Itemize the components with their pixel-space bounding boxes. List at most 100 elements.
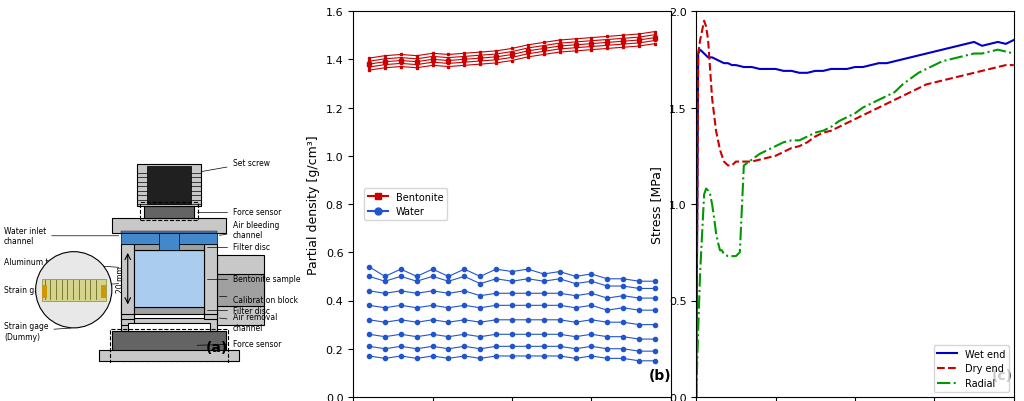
Wet end bbox=[690, 395, 702, 399]
Dry end bbox=[745, 160, 758, 164]
Dry end bbox=[904, 91, 916, 95]
Text: Calibration block: Calibration block bbox=[219, 295, 298, 304]
Wet end bbox=[762, 67, 774, 72]
Dry end bbox=[703, 67, 716, 72]
Dry end bbox=[694, 38, 707, 43]
Dry end bbox=[785, 146, 798, 151]
FancyBboxPatch shape bbox=[160, 233, 178, 251]
FancyBboxPatch shape bbox=[122, 311, 134, 319]
Dry end bbox=[737, 160, 750, 164]
Text: 20 mm: 20 mm bbox=[116, 265, 125, 292]
Radial bbox=[745, 158, 758, 163]
Text: 10
mm: 10 mm bbox=[162, 284, 176, 303]
Wet end bbox=[881, 62, 893, 67]
Dry end bbox=[952, 75, 965, 80]
Dry end bbox=[833, 125, 845, 130]
Wet end bbox=[976, 44, 988, 49]
Dry end bbox=[872, 106, 885, 111]
Wet end bbox=[754, 67, 766, 72]
Dry end bbox=[864, 110, 877, 115]
Y-axis label: Stress [MPa]: Stress [MPa] bbox=[650, 166, 664, 243]
Dry end bbox=[690, 395, 702, 399]
Dry end bbox=[714, 148, 726, 153]
Wet end bbox=[912, 54, 925, 59]
Wet end bbox=[857, 65, 869, 70]
FancyBboxPatch shape bbox=[134, 244, 204, 251]
Wet end bbox=[710, 58, 722, 63]
Wet end bbox=[698, 52, 711, 57]
FancyBboxPatch shape bbox=[217, 274, 264, 306]
Dry end bbox=[706, 96, 718, 101]
Radial bbox=[817, 129, 829, 134]
FancyBboxPatch shape bbox=[122, 300, 134, 325]
Dry end bbox=[896, 94, 908, 99]
Text: Strain gage
(Dummy): Strain gage (Dummy) bbox=[4, 322, 71, 341]
Dry end bbox=[928, 81, 940, 86]
FancyBboxPatch shape bbox=[122, 233, 217, 244]
Radial bbox=[991, 48, 1004, 53]
Radial bbox=[1008, 52, 1020, 57]
FancyBboxPatch shape bbox=[42, 285, 47, 298]
Dry end bbox=[700, 25, 713, 30]
Dry end bbox=[944, 77, 956, 82]
Dry end bbox=[936, 79, 948, 84]
Text: (c): (c) bbox=[991, 368, 1013, 382]
FancyBboxPatch shape bbox=[137, 165, 201, 206]
Text: Air bleeding
channel: Air bleeding channel bbox=[219, 220, 279, 239]
Text: Aluminum tube: Aluminum tube bbox=[4, 257, 119, 267]
Dry end bbox=[921, 83, 933, 87]
FancyBboxPatch shape bbox=[42, 279, 105, 301]
Dry end bbox=[841, 121, 853, 126]
Wet end bbox=[841, 67, 853, 72]
Text: Bentonite sample: Bentonite sample bbox=[207, 274, 300, 284]
Wet end bbox=[991, 41, 1004, 45]
FancyBboxPatch shape bbox=[204, 311, 217, 319]
Dry end bbox=[722, 164, 734, 168]
Wet end bbox=[817, 69, 829, 74]
Wet end bbox=[959, 43, 972, 47]
Wet end bbox=[696, 50, 709, 55]
Wet end bbox=[718, 62, 730, 67]
Dry end bbox=[754, 158, 766, 163]
Radial bbox=[841, 115, 853, 120]
Radial bbox=[833, 119, 845, 124]
Text: (b): (b) bbox=[648, 368, 671, 382]
Wet end bbox=[745, 65, 758, 70]
Wet end bbox=[706, 56, 718, 61]
Dry end bbox=[991, 65, 1004, 70]
Text: Set screw: Set screw bbox=[201, 159, 269, 172]
Radial bbox=[872, 98, 885, 103]
Wet end bbox=[921, 52, 933, 57]
Wet end bbox=[785, 69, 798, 74]
Wet end bbox=[928, 50, 940, 55]
Line: Radial: Radial bbox=[696, 51, 1014, 397]
Circle shape bbox=[36, 252, 112, 328]
FancyBboxPatch shape bbox=[134, 251, 204, 308]
FancyBboxPatch shape bbox=[134, 308, 204, 314]
FancyBboxPatch shape bbox=[99, 350, 239, 361]
Dry end bbox=[912, 87, 925, 91]
Wet end bbox=[849, 65, 861, 70]
Dry end bbox=[825, 129, 838, 134]
Line: Dry end: Dry end bbox=[696, 22, 1014, 397]
Dry end bbox=[984, 67, 996, 72]
Wet end bbox=[769, 67, 781, 72]
Dry end bbox=[698, 19, 711, 24]
Dry end bbox=[968, 71, 980, 76]
Dry end bbox=[817, 131, 829, 136]
Wet end bbox=[904, 56, 916, 61]
Dry end bbox=[1008, 63, 1020, 68]
Wet end bbox=[864, 63, 877, 68]
Dry end bbox=[857, 113, 869, 118]
Dry end bbox=[710, 129, 722, 134]
Wet end bbox=[825, 67, 838, 72]
Dry end bbox=[976, 69, 988, 74]
Dry end bbox=[881, 102, 893, 107]
FancyBboxPatch shape bbox=[146, 166, 191, 205]
FancyBboxPatch shape bbox=[122, 231, 217, 234]
Wet end bbox=[833, 67, 845, 72]
FancyBboxPatch shape bbox=[217, 255, 264, 325]
Dry end bbox=[726, 164, 738, 168]
Wet end bbox=[794, 71, 806, 76]
Dry end bbox=[702, 38, 715, 43]
